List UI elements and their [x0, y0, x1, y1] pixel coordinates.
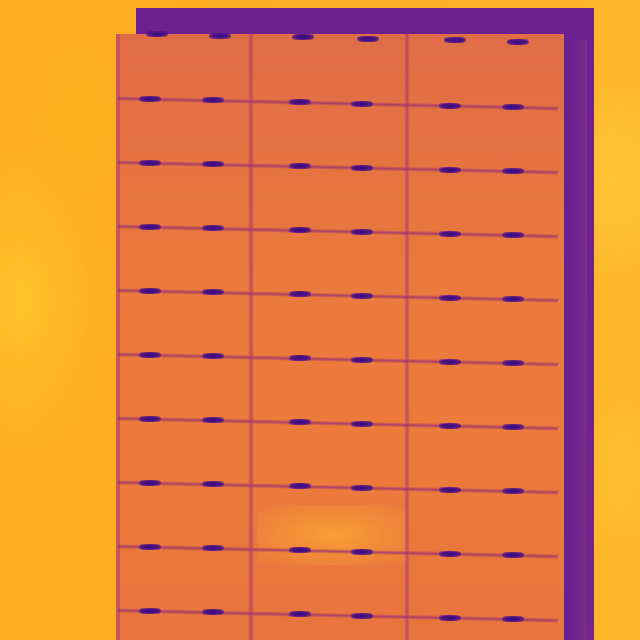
- mounting-clip: [146, 31, 168, 37]
- mounting-clip: [351, 292, 373, 299]
- mounting-clip: [439, 294, 461, 301]
- mounting-clip: [139, 607, 161, 614]
- mounting-clip: [289, 611, 311, 618]
- mounting-clip: [289, 99, 311, 106]
- mounting-clip: [289, 419, 311, 426]
- mounting-clip: [439, 614, 461, 621]
- mounting-clip: [139, 543, 161, 550]
- mounting-clip: [289, 355, 311, 362]
- mounting-clip: [202, 481, 224, 488]
- hot-spot: [258, 505, 408, 565]
- mounting-clip: [507, 38, 529, 45]
- mounting-clip: [289, 163, 311, 170]
- mounting-clip: [439, 230, 461, 237]
- mounting-clip: [289, 483, 311, 490]
- mounting-clip: [439, 102, 461, 109]
- mounting-clip: [351, 484, 373, 491]
- mounting-clip: [502, 615, 524, 622]
- mounting-clip: [351, 228, 373, 235]
- mounting-clip: [202, 97, 224, 104]
- mounting-clip: [502, 487, 524, 494]
- mounting-clip: [289, 547, 311, 554]
- mounting-clip: [202, 609, 224, 616]
- mounting-clip: [289, 291, 311, 298]
- mounting-clip: [351, 612, 373, 619]
- mounting-clip: [357, 35, 379, 42]
- mounting-clip: [139, 95, 161, 102]
- mounting-clip: [351, 100, 373, 107]
- mounting-clip: [502, 295, 524, 302]
- mounting-clip: [139, 159, 161, 166]
- mounting-clip: [444, 37, 466, 43]
- mounting-clip: [139, 287, 161, 294]
- mounting-clip: [289, 227, 311, 234]
- mounting-clip: [502, 423, 524, 430]
- mounting-clip: [439, 486, 461, 493]
- mounting-clip: [209, 32, 231, 39]
- mounting-clip: [139, 223, 161, 230]
- mounting-clip: [351, 420, 373, 427]
- mounting-clip: [139, 351, 161, 358]
- panel-seam-vertical: [248, 34, 254, 640]
- mounting-clip: [202, 417, 224, 424]
- mounting-clip: [351, 356, 373, 363]
- mounting-clip: [202, 225, 224, 232]
- mounting-clip: [502, 551, 524, 558]
- mounting-clip: [139, 415, 161, 422]
- mounting-clip: [502, 167, 524, 174]
- mounting-clip: [292, 34, 314, 40]
- mounting-clip: [202, 353, 224, 360]
- mounting-clip: [202, 289, 224, 296]
- mounting-clip: [439, 550, 461, 557]
- mounting-clip: [439, 358, 461, 365]
- mounting-clip: [202, 545, 224, 552]
- mounting-clip: [202, 161, 224, 168]
- mounting-clip: [439, 422, 461, 429]
- mounting-clip: [439, 166, 461, 173]
- mounting-clip: [351, 548, 373, 555]
- mounting-clip: [351, 164, 373, 171]
- mounting-clip: [502, 359, 524, 366]
- mounting-clip: [502, 231, 524, 238]
- mounting-clip: [502, 103, 524, 110]
- panel-seam-vertical: [404, 34, 410, 640]
- mounting-clip: [139, 479, 161, 486]
